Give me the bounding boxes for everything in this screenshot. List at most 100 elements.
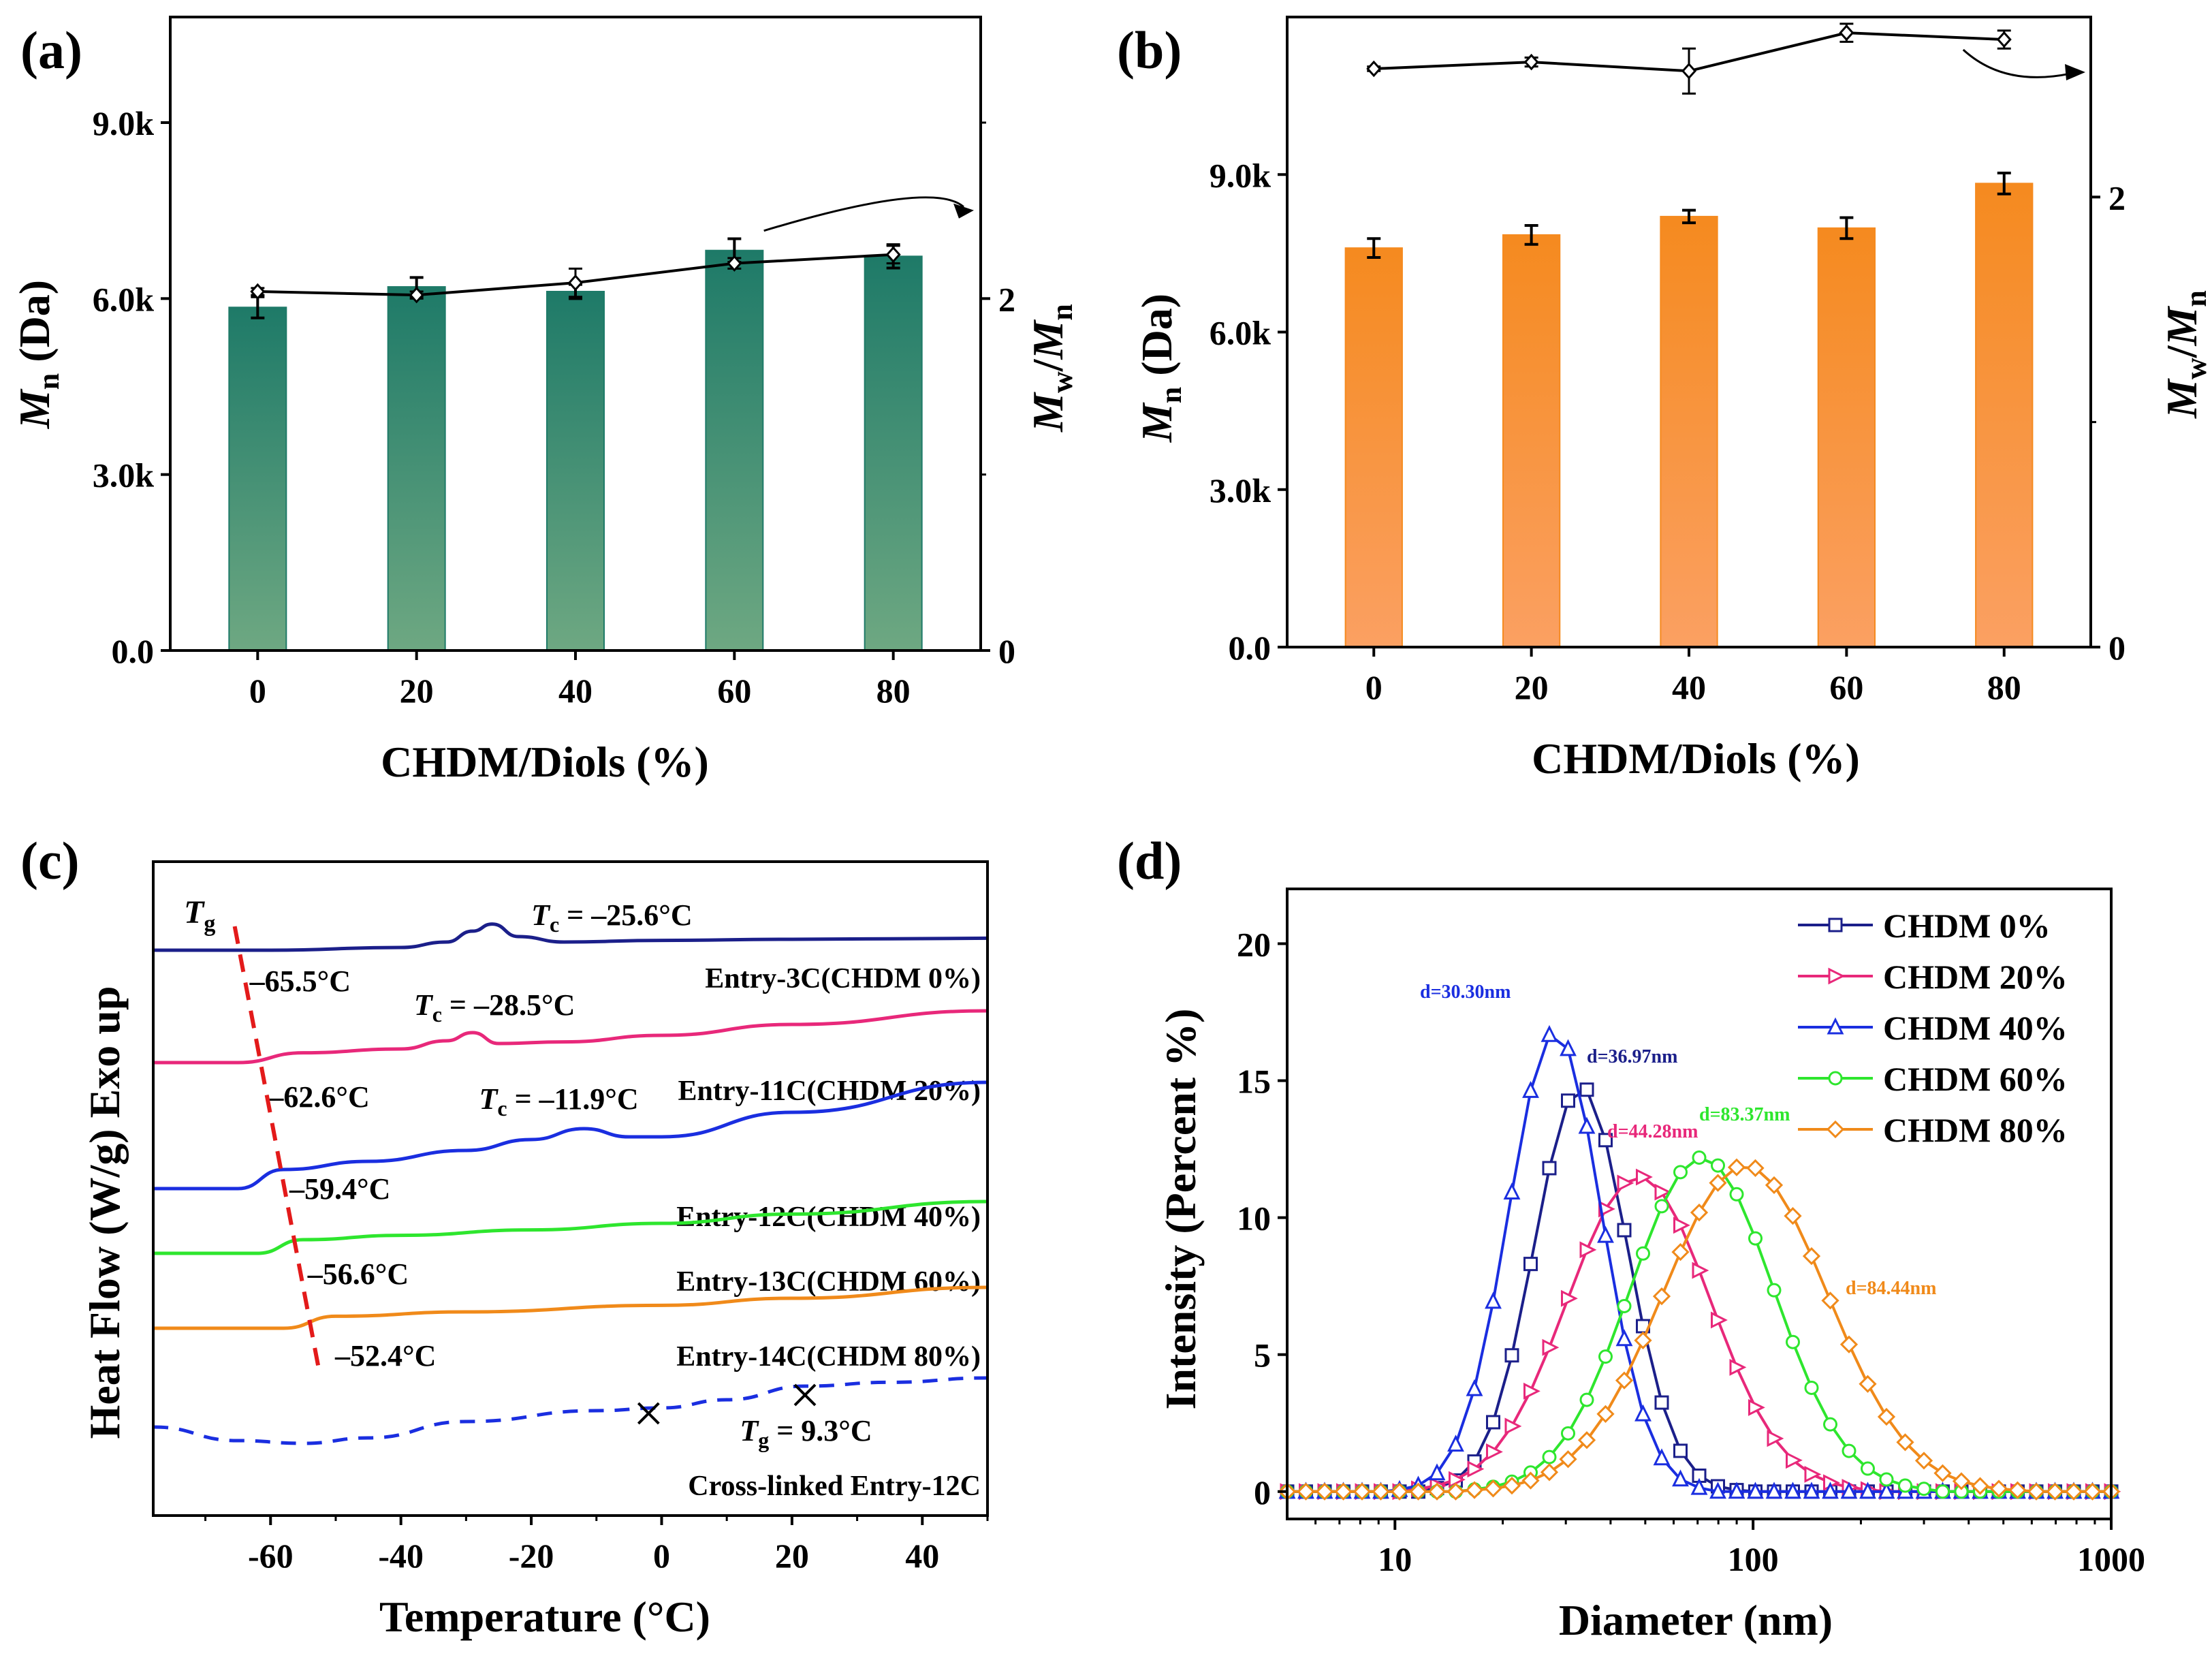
panel-b-y2label: Mw/Mn bbox=[2158, 290, 2212, 419]
dls-point-0-14 bbox=[1542, 1161, 1557, 1176]
bar-error-40 bbox=[1682, 208, 1696, 225]
dsc-curve-label: Entry-13C(CHDM 60%) bbox=[676, 1266, 981, 1298]
dls-point-0-13 bbox=[1523, 1257, 1538, 1272]
dls-point-4-36 bbox=[1952, 1472, 1971, 1490]
panel-d-xlabel: Diameter (nm) bbox=[1559, 1596, 1833, 1644]
y-tick-label: 6.0k bbox=[93, 280, 155, 318]
panel-c-ylabel: Heat Flow (W/g) Exo up bbox=[80, 986, 129, 1439]
dls-point-4-43 bbox=[2083, 1482, 2102, 1501]
x-tick-label: 60 bbox=[717, 672, 751, 710]
bar-60 bbox=[705, 249, 764, 651]
dsc-curve-5 bbox=[153, 1376, 988, 1445]
y-tick-label: 15 bbox=[1237, 1063, 1271, 1101]
dls-point-3-31 bbox=[1861, 1461, 1875, 1476]
dls-point-4-1 bbox=[1297, 1482, 1315, 1501]
tg-temperature-1: –62.6°C bbox=[268, 1080, 369, 1114]
dls-point-4-10 bbox=[1465, 1481, 1484, 1499]
dls-point-2-25 bbox=[1747, 1481, 1764, 1499]
dls-point-4-42 bbox=[2064, 1482, 2083, 1501]
dls-point-2-19 bbox=[1634, 1404, 1652, 1422]
bar-error-0 bbox=[1367, 237, 1381, 260]
dls-point-4-8 bbox=[1427, 1482, 1447, 1501]
x-tick-label: 0 bbox=[1365, 668, 1382, 706]
dls-point-1-24 bbox=[1729, 1358, 1747, 1376]
legend-marker-2 bbox=[1827, 1017, 1844, 1035]
dls-point-4-4 bbox=[1353, 1482, 1372, 1501]
dsc-curve-0 bbox=[153, 922, 988, 952]
panel-c: (c) Entry-3C(CHDM 0%) Tc = –25.6°C Entry-1… bbox=[20, 831, 989, 1641]
dls-point-3-32 bbox=[1879, 1472, 1894, 1487]
cross-marker-1 bbox=[793, 1383, 817, 1407]
panel-b-ylabel: Mn (Da) bbox=[1133, 294, 1188, 443]
dls-point-4-11 bbox=[1484, 1479, 1502, 1498]
dls-point-4-7 bbox=[1409, 1482, 1427, 1501]
cross-marker-0 bbox=[637, 1402, 660, 1425]
x-tick-label: 20 bbox=[1515, 668, 1549, 706]
peak-annotation-1: d=44.28nm bbox=[1607, 1121, 1698, 1142]
axis-arrow bbox=[763, 196, 964, 232]
panel-a-y2label: Mw/Mn bbox=[1024, 304, 1079, 433]
dls-point-4-19 bbox=[1634, 1331, 1652, 1349]
dls-point-4-35 bbox=[1933, 1464, 1952, 1482]
dls-point-0-16 bbox=[1579, 1082, 1594, 1097]
dls-point-0-15 bbox=[1561, 1093, 1575, 1108]
dispersity-marker-80 bbox=[1996, 31, 2012, 48]
dls-point-4-28 bbox=[1802, 1246, 1821, 1266]
dls-point-4-37 bbox=[1971, 1477, 1989, 1495]
y-tick-label: 0.0 bbox=[1229, 629, 1271, 667]
x-tick-label: 80 bbox=[876, 672, 911, 710]
dls-point-1-25 bbox=[1748, 1398, 1765, 1416]
dls-point-3-30 bbox=[1842, 1443, 1856, 1458]
dls-point-4-27 bbox=[1784, 1207, 1802, 1225]
y2-tick-label: 0 bbox=[998, 632, 1015, 670]
y2-tick-label: 0 bbox=[2108, 629, 2126, 667]
dsc-curve-label: Entry-12C(CHDM 40%) bbox=[676, 1202, 981, 1233]
dls-point-0-18 bbox=[1617, 1223, 1632, 1238]
tg-temperature-0: –65.5°C bbox=[249, 965, 351, 998]
panel-c-label: (c) bbox=[20, 831, 80, 890]
dsc-curve-label: Entry-11C(CHDM 20%) bbox=[678, 1076, 981, 1107]
y-tick-label: 9.0k bbox=[1210, 156, 1271, 194]
dls-point-4-21 bbox=[1671, 1242, 1690, 1261]
peak-annotation-0: d=36.97nm bbox=[1587, 1046, 1677, 1067]
dls-point-1-19 bbox=[1636, 1168, 1653, 1186]
dispersity-marker-20 bbox=[409, 286, 424, 304]
legend-marker-0 bbox=[1828, 918, 1843, 932]
tc-annotation: Tc = –11.9°C bbox=[479, 1082, 639, 1120]
dls-point-4-33 bbox=[1896, 1433, 1914, 1452]
dispersity-marker-40 bbox=[1681, 63, 1697, 80]
dls-point-4-14 bbox=[1540, 1463, 1559, 1481]
dls-point-0-20 bbox=[1654, 1395, 1669, 1410]
dls-point-4-15 bbox=[1559, 1450, 1577, 1469]
dls-point-1-18 bbox=[1617, 1174, 1634, 1192]
bar-40 bbox=[546, 291, 605, 651]
dls-point-4-40 bbox=[2027, 1482, 2046, 1501]
legend-label-1: CHDM 20% bbox=[1883, 958, 2068, 996]
tg-temperature-2: –59.4°C bbox=[289, 1172, 390, 1206]
dls-point-1-23 bbox=[1711, 1311, 1728, 1329]
dls-point-3-19 bbox=[1636, 1246, 1650, 1261]
tg-temperature-4: –52.4°C bbox=[334, 1339, 436, 1373]
dls-point-3-20 bbox=[1654, 1199, 1669, 1214]
dls-point-2-20 bbox=[1653, 1448, 1671, 1466]
dispersity-marker-60 bbox=[727, 255, 742, 272]
dls-point-3-15 bbox=[1561, 1426, 1575, 1441]
dispersity-marker-0 bbox=[250, 283, 266, 300]
legend-marker-1 bbox=[1828, 967, 1846, 985]
dls-point-1-13 bbox=[1523, 1382, 1540, 1400]
x-tick-label: 100 bbox=[1728, 1540, 1779, 1578]
dls-point-4-29 bbox=[1821, 1291, 1839, 1310]
x-tick-label: 40 bbox=[905, 1537, 939, 1575]
panel-a-xlabel: CHDM/Diols (%) bbox=[381, 738, 709, 786]
dls-point-2-24 bbox=[1728, 1481, 1745, 1499]
dispersity-marker-20 bbox=[1523, 53, 1539, 71]
panel-c-xlabel: Temperature (°C) bbox=[379, 1593, 710, 1641]
dls-point-2-16 bbox=[1578, 1116, 1596, 1134]
dls-point-3-33 bbox=[1898, 1478, 1912, 1493]
bar-80 bbox=[1975, 183, 2034, 648]
dls-point-2-29 bbox=[1822, 1481, 1839, 1499]
dls-line-0 bbox=[1287, 1087, 2111, 1493]
panel-d-label: (d) bbox=[1117, 831, 1182, 890]
tc-annotation: Tc = –28.5°C bbox=[414, 988, 575, 1026]
